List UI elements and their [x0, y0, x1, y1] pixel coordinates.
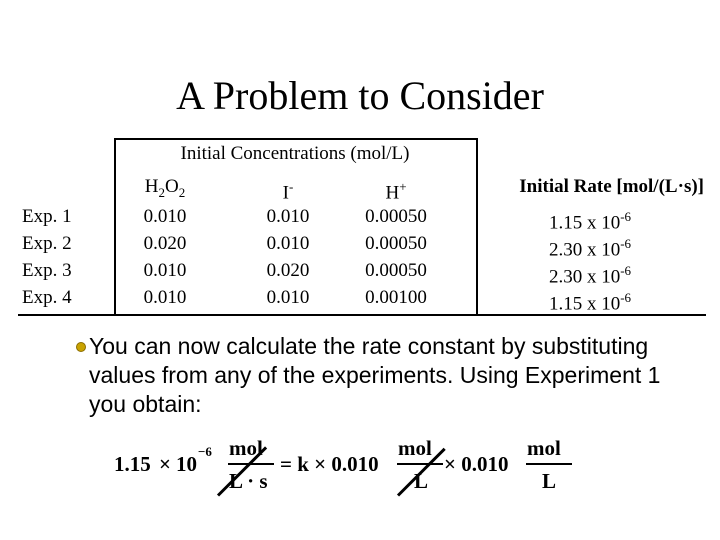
- fraction-3-denominator: L: [542, 469, 557, 493]
- column-header-hydrogen: H+: [385, 179, 407, 204]
- cell-iodide-1: 0.010: [266, 206, 310, 227]
- equation-coefficient: 1.15: [114, 452, 151, 476]
- fraction-2-bar: [397, 463, 443, 465]
- row-label-exp-3: Exp. 3: [22, 260, 72, 281]
- cell-rate-1: 1.15 x 10-6: [548, 209, 632, 234]
- table-bottom-border: [18, 314, 706, 316]
- cell-rate-2: 2.30 x 10-6: [548, 236, 632, 261]
- column-header-h2o2: H2O2: [144, 176, 186, 200]
- equation-ten: 10: [176, 452, 197, 476]
- data-table: Initial Concentrations (mol/L) H2O2 I- H…: [18, 136, 706, 318]
- bullet-text: You can now calculate the rate constant …: [89, 333, 661, 417]
- cell-h2o2-3: 0.010: [143, 260, 187, 281]
- column-header-iodide: I-: [282, 179, 294, 204]
- cell-rate-3: 2.30 x 10-6: [548, 263, 632, 288]
- rate-constant-equation: 1.15 × 10 −6 mol L · s = k × 0.010 mol L…: [108, 434, 588, 498]
- cell-h2o2-4: 0.010: [143, 287, 187, 308]
- cell-hydrogen-3: 0.00050: [365, 260, 427, 281]
- equation-exponent: −6: [198, 444, 212, 459]
- cell-hydrogen-1: 0.00050: [365, 206, 427, 227]
- cell-iodide-2: 0.010: [266, 233, 310, 254]
- cell-rate-4: 1.15 x 10-6: [548, 290, 632, 315]
- cell-h2o2-2: 0.020: [143, 233, 187, 254]
- cell-iodide-4: 0.010: [266, 287, 310, 308]
- group-header: Initial Concentrations (mol/L): [180, 143, 410, 164]
- equation-times-sign: ×: [159, 452, 171, 476]
- cell-h2o2-1: 0.010: [143, 206, 187, 227]
- row-label-exp-1: Exp. 1: [22, 206, 72, 227]
- bullet-icon: [76, 342, 86, 352]
- row-label-exp-4: Exp. 4: [22, 287, 72, 308]
- fraction-3-numerator: mol: [527, 436, 561, 460]
- cell-iodide-3: 0.020: [266, 260, 310, 281]
- column-header-rate: Initial Rate [mol/(L·s)]: [519, 176, 704, 197]
- fraction-1-denominator: L · s: [229, 469, 268, 493]
- slide-title: A Problem to Consider: [176, 73, 544, 118]
- equation-equals-part: = k × 0.010: [280, 452, 379, 476]
- row-label-exp-2: Exp. 2: [22, 233, 72, 254]
- table-right-divider: [476, 138, 478, 316]
- cell-hydrogen-4: 0.00100: [365, 287, 427, 308]
- fraction-3-bar: [526, 463, 572, 465]
- fraction-2-numerator: mol: [398, 436, 432, 460]
- cell-hydrogen-2: 0.00050: [365, 233, 427, 254]
- table-left-divider: [114, 138, 116, 316]
- equation-times-part: × 0.010: [444, 452, 509, 476]
- table-top-border: [114, 138, 478, 140]
